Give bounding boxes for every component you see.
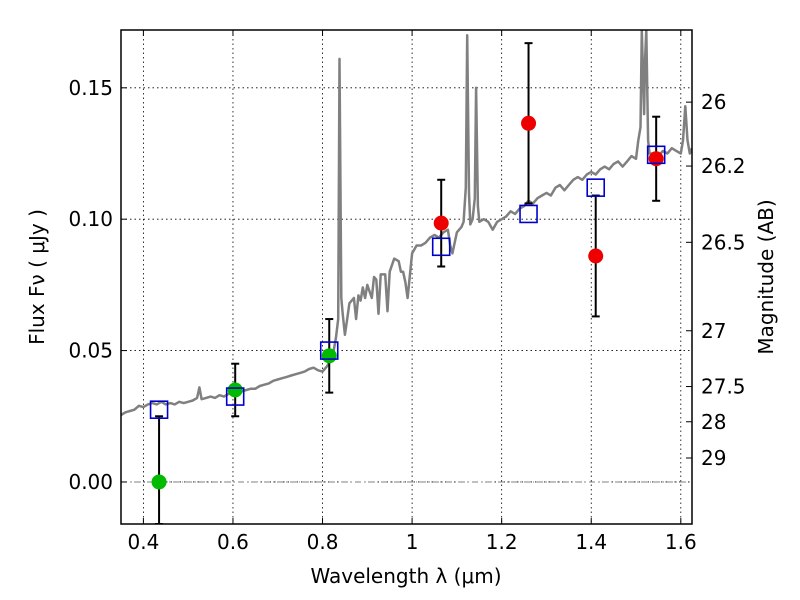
y-tick-label: 0.10	[68, 207, 113, 231]
right-axis-label: Magnitude (AB)	[754, 199, 778, 354]
x-tick-label: 0.8	[307, 530, 339, 554]
red-point	[521, 115, 537, 131]
model-square	[319, 341, 339, 360]
model-squares	[149, 145, 666, 419]
right-tick-label: 27.5	[701, 375, 746, 399]
tick-labels: 0.4 0.6 0.8 1 1.2 1.4 1.6 0.00 0.05 0.10 0.15 26 26.…	[68, 76, 745, 554]
y-tick-label: 0.00	[68, 470, 113, 494]
plot-background	[121, 30, 692, 524]
x-tick-label: 0.6	[217, 530, 249, 554]
x-tick-label: 0.4	[127, 530, 159, 554]
y-tick-label: 0.15	[68, 76, 113, 100]
x-tick-label: 1.2	[486, 530, 518, 554]
red-point	[648, 151, 664, 167]
red-point	[433, 215, 449, 231]
plot-content	[121, 30, 692, 524]
model-square	[431, 237, 451, 257]
right-tick-label: 27	[701, 319, 726, 343]
model-square	[586, 178, 606, 197]
x-tick-label: 1	[406, 530, 419, 554]
model-square	[519, 204, 538, 224]
right-tick-label: 28	[701, 410, 726, 434]
x-axis-label: Wavelength λ (μm)	[310, 564, 501, 588]
green-point	[151, 474, 167, 490]
green-point	[227, 382, 243, 398]
right-tick-label: 26.5	[701, 230, 746, 254]
y-tick-label: 0.05	[68, 339, 113, 363]
red-point	[588, 248, 604, 264]
right-tick-label: 26	[701, 90, 726, 114]
right-tick-label: 26.2	[701, 154, 746, 178]
right-tick-label: 29	[701, 446, 726, 470]
model-square	[225, 387, 245, 406]
y-axis-label: Flux Fν ( μJy )	[25, 209, 49, 345]
model-square	[149, 400, 169, 419]
ticks	[121, 30, 692, 524]
x-tick-label: 1.6	[665, 530, 697, 554]
plot-frame	[120, 29, 693, 525]
green-point	[321, 348, 337, 364]
model-square	[646, 145, 666, 165]
x-tick-label: 1.4	[575, 530, 607, 554]
